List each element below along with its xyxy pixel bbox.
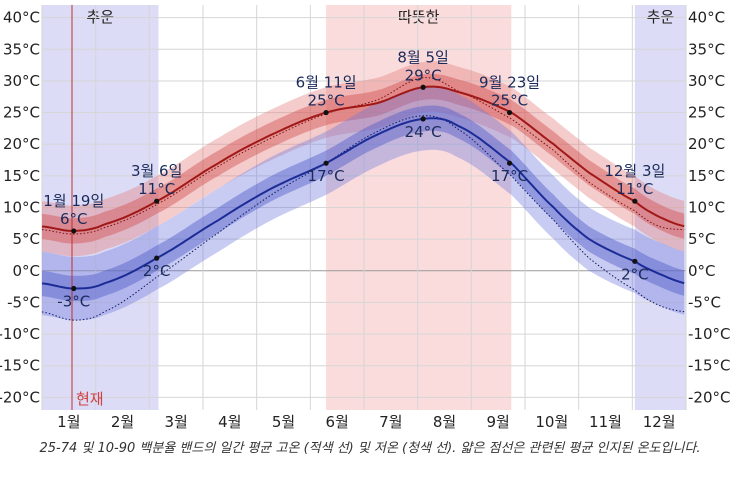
annotation-high-point-0 — [71, 228, 77, 234]
high-temperature-line — [41, 85, 685, 232]
annotation-low-point-0 — [71, 285, 77, 292]
y-tick-right-3: -5°C — [688, 293, 721, 311]
month-label-1: 1월 — [57, 413, 80, 431]
annotation-high-point-1 — [154, 198, 160, 204]
annotation-date-3: 8월 5일 — [397, 48, 448, 66]
y-tick-left-2: -10°C — [0, 325, 40, 343]
annotation-low-point-4 — [506, 160, 513, 166]
annotation-date-2: 6월 11일 — [296, 74, 357, 92]
high-band-25-75 — [42, 73, 685, 244]
y-tick-left-0: -20°C — [0, 388, 40, 406]
chart-caption: 25-74 및 10-90 백분율 밴드의 일간 평균 고온 (적색 선) 및 … — [39, 441, 701, 456]
y-tick-left-5: 5°C — [12, 230, 40, 248]
season-label-1: 따뜻한 — [398, 8, 440, 26]
month-label-4: 4월 — [218, 413, 241, 431]
annotation-high-label-0: 6°C — [60, 210, 88, 228]
now-label: 현재 — [76, 390, 104, 408]
annotation-high-label-2: 25°C — [308, 92, 345, 110]
month-label-8: 8월 — [433, 413, 456, 431]
y-tick-right-9: 25°C — [688, 104, 725, 122]
high-perceived-line — [41, 77, 685, 235]
annotation-low-label-3: 24°C — [405, 123, 442, 141]
y-tick-right-1: -15°C — [688, 357, 730, 375]
y-tick-right-8: 20°C — [688, 135, 725, 153]
y-tick-right-7: 15°C — [688, 167, 725, 185]
month-label-3: 3월 — [164, 413, 187, 431]
month-label-10: 10월 — [535, 413, 568, 431]
month-label-6: 6월 — [325, 413, 348, 431]
annotation-high-point-5 — [632, 198, 638, 204]
annotation-low-point-2 — [323, 160, 329, 166]
y-tick-right-6: 10°C — [688, 199, 725, 217]
y-tick-left-3: -5°C — [7, 293, 40, 311]
annotation-high-label-1: 11°C — [138, 180, 175, 198]
high-band-10-90 — [42, 61, 685, 257]
month-label-7: 7월 — [379, 413, 402, 431]
y-tick-right-5: 5°C — [688, 230, 716, 248]
month-label-11: 11월 — [589, 413, 622, 431]
annotation-date-1: 3월 6일 — [131, 162, 182, 180]
annotation-date-0: 1월 19일 — [43, 192, 104, 210]
low-temperature-line — [41, 117, 685, 290]
y-tick-right-0: -20°C — [688, 388, 730, 406]
y-tick-right-12: 40°C — [688, 9, 725, 27]
y-tick-right-2: -10°C — [688, 325, 730, 343]
y-tick-right-11: 35°C — [688, 40, 725, 58]
annotation-date-5: 12월 3일 — [604, 162, 665, 180]
annotation-date-4: 9월 23일 — [479, 74, 540, 92]
annotation-high-point-3 — [420, 84, 426, 90]
annotation-low-point-1 — [154, 255, 160, 261]
annotation-low-label-5: 2°C — [621, 265, 649, 283]
annotation-high-label-4: 25°C — [491, 92, 528, 110]
y-tick-left-8: 20°C — [3, 135, 40, 153]
annotation-high-label-5: 11°C — [616, 180, 653, 198]
annotation-low-label-1: 2°C — [143, 262, 171, 280]
y-tick-right-4: 0°C — [688, 262, 716, 280]
month-label-9: 9월 — [486, 413, 509, 431]
y-tick-left-10: 30°C — [3, 72, 40, 90]
month-label-12: 12월 — [643, 413, 676, 431]
y-tick-left-7: 15°C — [3, 167, 40, 185]
y-tick-left-12: 40°C — [3, 9, 40, 27]
low-band-10-90 — [42, 86, 685, 321]
annotation-high-label-3: 29°C — [405, 66, 442, 84]
y-tick-left-1: -15°C — [0, 357, 40, 375]
y-tick-left-6: 10°C — [3, 199, 40, 217]
y-tick-left-4: 0°C — [12, 262, 40, 280]
annotation-high-point-4 — [506, 109, 513, 116]
month-label-2: 2월 — [111, 413, 134, 431]
annotation-low-label-2: 17°C — [308, 167, 345, 185]
month-label-5: 5월 — [272, 413, 295, 431]
annotation-low-label-4: 17°C — [491, 167, 528, 185]
annotation-low-label-0: -3°C — [57, 293, 90, 311]
annotation-low-point-5 — [632, 258, 638, 264]
season-label-0: 추운 — [86, 8, 114, 26]
annotation-low-point-3 — [420, 116, 426, 122]
y-tick-right-10: 30°C — [688, 72, 725, 90]
y-tick-left-11: 35°C — [3, 40, 40, 58]
annotation-high-point-2 — [323, 109, 329, 116]
y-tick-left-9: 25°C — [3, 104, 40, 122]
season-label-2: 추운 — [647, 8, 675, 26]
